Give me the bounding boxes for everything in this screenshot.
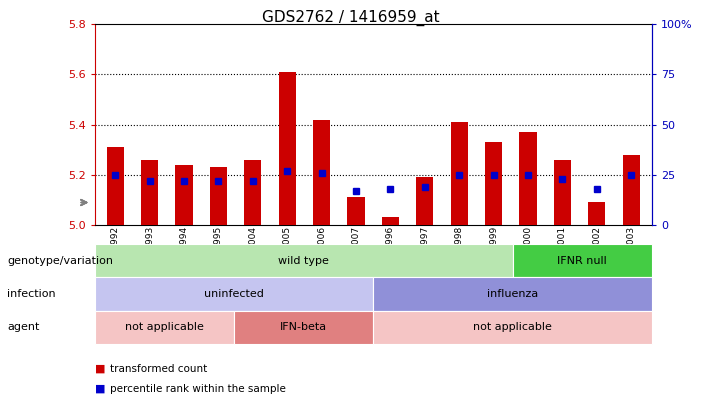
Bar (348, 197, 365, 225)
Text: not applicable: not applicable (125, 322, 204, 332)
Bar (382, 217, 399, 225)
Text: IFN-beta: IFN-beta (280, 322, 327, 332)
Bar (451, 122, 468, 225)
Text: GDS2762 / 1416959_at: GDS2762 / 1416959_at (261, 10, 440, 26)
Bar (175, 165, 193, 225)
Text: ■: ■ (95, 364, 105, 373)
Bar (244, 160, 261, 225)
Bar (210, 167, 227, 225)
Bar (588, 202, 606, 225)
Text: not applicable: not applicable (473, 322, 552, 332)
Text: transformed count: transformed count (110, 364, 207, 373)
Bar (554, 160, 571, 225)
Text: genotype/variation: genotype/variation (7, 256, 113, 266)
Bar (622, 155, 640, 225)
Text: influenza: influenza (487, 289, 538, 299)
Text: IFNR null: IFNR null (557, 256, 607, 266)
Bar (416, 177, 433, 225)
Bar (279, 72, 296, 225)
Text: wild type: wild type (278, 256, 329, 266)
Text: infection: infection (7, 289, 55, 299)
Bar (107, 147, 124, 225)
Bar (313, 119, 330, 225)
Text: percentile rank within the sample: percentile rank within the sample (110, 384, 286, 394)
Text: uninfected: uninfected (204, 289, 264, 299)
Bar (519, 132, 537, 225)
Text: agent: agent (7, 322, 39, 332)
Bar (485, 142, 503, 225)
Text: ■: ■ (95, 384, 105, 394)
Bar (141, 160, 158, 225)
